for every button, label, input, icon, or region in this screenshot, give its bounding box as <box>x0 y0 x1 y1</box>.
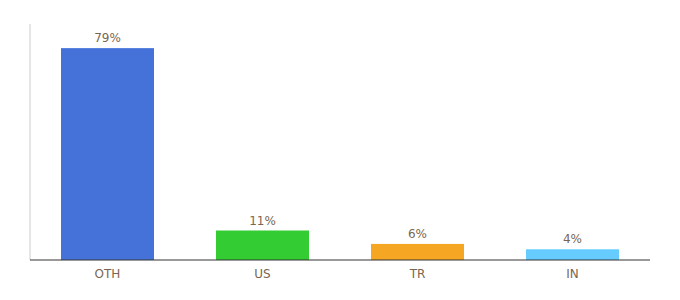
plot-area <box>61 48 619 260</box>
bar <box>526 249 619 260</box>
x-tick-label: TR <box>409 267 426 281</box>
data-label: 6% <box>408 227 427 241</box>
data-labels: 79% 11% 6% 4% <box>94 31 582 246</box>
bar <box>371 244 464 260</box>
bars <box>61 48 619 260</box>
bar <box>61 48 154 260</box>
y-axis-line <box>30 24 31 260</box>
chart-container: OTH US TR IN 79% 11% 6% 4% <box>0 0 680 300</box>
bar <box>216 231 309 261</box>
chart-svg: OTH US TR IN 79% 11% 6% 4% <box>0 0 680 300</box>
x-tick-label: US <box>254 267 270 281</box>
x-tick-label: IN <box>566 267 579 281</box>
x-tick-label: OTH <box>95 267 121 281</box>
data-label: 79% <box>94 31 121 45</box>
x-axis-line <box>30 260 650 261</box>
data-label: 4% <box>563 232 582 246</box>
data-label: 11% <box>249 214 276 228</box>
